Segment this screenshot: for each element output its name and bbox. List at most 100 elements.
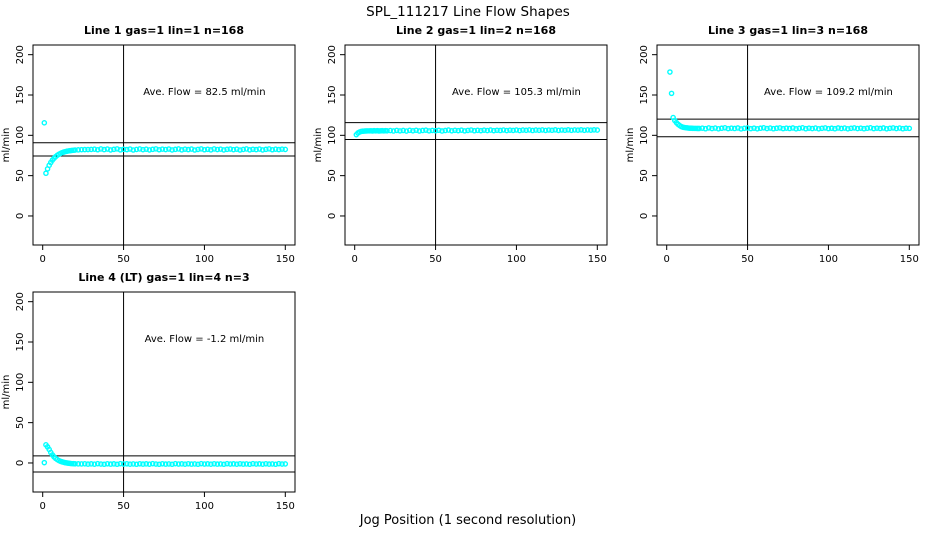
y-tick-label: 200 xyxy=(327,45,338,64)
data-point xyxy=(237,460,243,467)
data-point xyxy=(565,127,571,133)
data-point xyxy=(172,146,179,153)
data-point xyxy=(533,127,539,133)
y-tick-label: 150 xyxy=(639,85,650,104)
data-point xyxy=(474,127,481,134)
data-point xyxy=(419,127,426,134)
data-point xyxy=(819,125,825,132)
data-point xyxy=(282,146,289,153)
data-point xyxy=(702,125,709,132)
data-point xyxy=(773,125,780,132)
data-point xyxy=(870,125,877,132)
x-tick-label: 150 xyxy=(900,254,919,265)
data-point xyxy=(104,460,111,467)
data-point xyxy=(490,127,497,134)
data-point xyxy=(88,461,95,467)
data-point xyxy=(718,125,725,132)
data-point xyxy=(85,146,91,153)
data-point xyxy=(217,461,224,467)
data-point xyxy=(101,461,107,468)
plot-box xyxy=(344,44,608,246)
data-point xyxy=(211,146,217,152)
data-point xyxy=(230,146,237,153)
x-tick-label: 100 xyxy=(195,501,214,512)
ave-flow-annotation: Ave. Flow = 109.2 ml/min xyxy=(764,87,893,98)
y-tick-label: 50 xyxy=(327,169,338,182)
x-tick-label: 150 xyxy=(276,254,295,265)
data-point xyxy=(159,146,166,152)
data-point xyxy=(156,146,162,153)
data-point xyxy=(796,125,803,132)
data-point xyxy=(143,146,150,152)
data-point xyxy=(458,127,465,133)
data-point xyxy=(387,127,394,134)
data-point xyxy=(751,125,757,131)
data-point xyxy=(874,125,880,131)
data-point xyxy=(465,127,471,134)
data-point xyxy=(243,461,250,467)
x-tick-label: 0 xyxy=(352,254,358,265)
y-axis-name: ml/min xyxy=(625,128,636,163)
data-point xyxy=(448,128,455,134)
data-point xyxy=(883,125,890,132)
data-point xyxy=(764,125,770,132)
data-point xyxy=(133,146,140,153)
data-point xyxy=(272,146,279,152)
data-point xyxy=(211,460,217,467)
data-point xyxy=(162,146,169,153)
data-point xyxy=(442,127,449,134)
data-point xyxy=(263,460,269,467)
y-tick-label: 150 xyxy=(15,332,26,351)
y-axis-name: ml/min xyxy=(1,128,12,163)
y-tick-label: 50 xyxy=(639,169,650,182)
data-point xyxy=(282,461,289,467)
y-tick-label: 150 xyxy=(327,85,338,104)
data-point xyxy=(423,127,429,133)
data-point xyxy=(279,461,285,467)
y-tick-label: 100 xyxy=(327,126,338,145)
data-point xyxy=(246,461,253,468)
data-point xyxy=(468,127,474,133)
data-point xyxy=(555,127,562,134)
data-point xyxy=(127,461,133,467)
data-point xyxy=(851,125,858,131)
data-point xyxy=(728,125,735,131)
y-tick-label: 0 xyxy=(327,213,338,219)
data-point xyxy=(497,127,504,134)
data-point xyxy=(75,147,82,153)
data-point xyxy=(558,127,565,133)
data-point xyxy=(571,127,578,133)
y-axis-name: ml/min xyxy=(313,128,324,163)
data-point xyxy=(523,127,529,134)
data-point xyxy=(581,127,588,134)
data-point xyxy=(562,127,568,134)
y-tick-label: 200 xyxy=(15,292,26,311)
data-point xyxy=(178,147,185,153)
x-tick-label: 50 xyxy=(117,254,130,265)
data-point xyxy=(867,125,874,131)
plot-box xyxy=(656,44,920,246)
data-point xyxy=(156,461,162,468)
data-point xyxy=(487,127,494,133)
data-point xyxy=(124,460,130,467)
y-tick-label: 0 xyxy=(15,460,26,466)
data-point xyxy=(41,459,48,466)
data-point xyxy=(384,128,390,134)
data-point xyxy=(812,125,819,131)
data-point xyxy=(390,128,397,134)
data-point xyxy=(276,146,282,153)
data-point xyxy=(250,460,256,467)
data-point xyxy=(146,147,153,153)
data-point xyxy=(78,146,85,153)
data-point xyxy=(741,125,748,132)
data-point xyxy=(146,461,153,467)
data-point xyxy=(545,127,552,133)
data-point xyxy=(903,125,909,132)
subplot-3: Line 3 gas=1 lin=3 n=168 0 50 100 150 0 50 100 1… xyxy=(625,24,920,265)
data-point xyxy=(893,125,900,132)
data-point xyxy=(198,460,204,467)
data-point xyxy=(760,125,767,131)
data-point xyxy=(198,146,204,152)
ave-flow-annotation: Ave. Flow = 82.5 ml/min xyxy=(143,87,265,98)
data-point xyxy=(133,461,140,468)
